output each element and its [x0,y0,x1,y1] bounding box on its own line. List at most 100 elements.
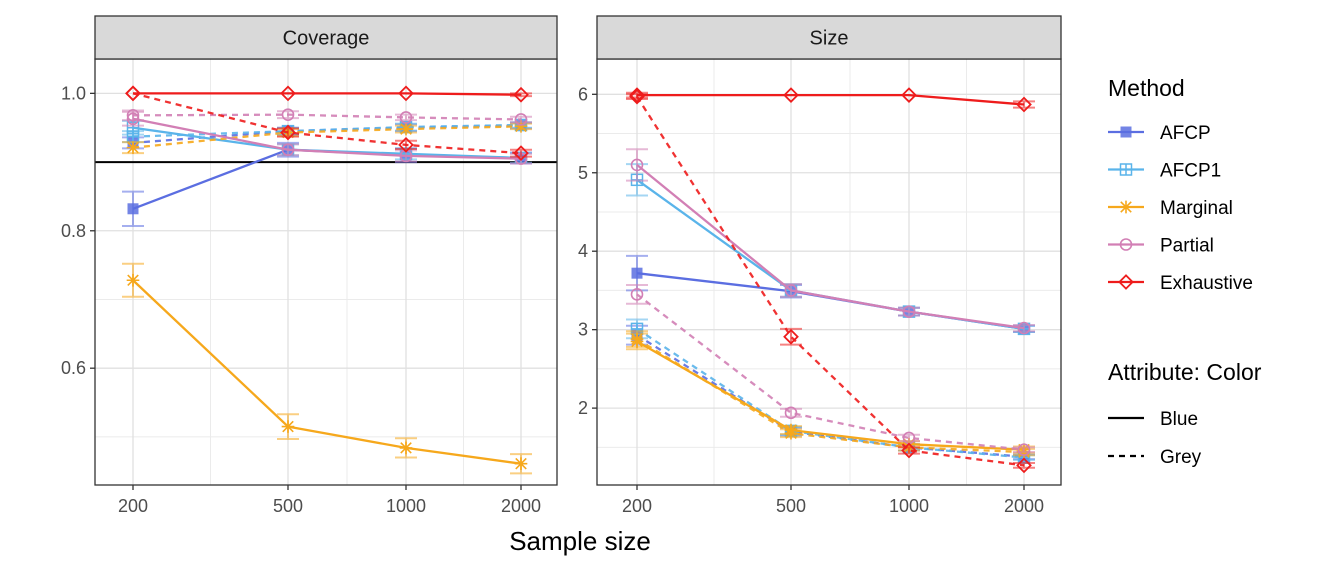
series-partial-blue [626,148,1035,335]
legend-key-marker [1118,274,1134,290]
data-point [126,109,140,122]
y-tick-label: 1.0 [61,83,86,103]
data-point [126,141,140,154]
series-line [636,293,1025,451]
error-bar [1013,446,1035,454]
legend-label: Marginal [1160,198,1233,219]
series-exhaustive-grey [626,88,1035,474]
data-point [630,158,644,172]
series-line [132,117,522,160]
error-bar [780,407,802,418]
data-point [631,267,643,279]
x-tick-label: 1000 [386,496,426,516]
data-point [125,85,141,102]
error-bar [898,446,920,455]
x-tick-label: 200 [622,496,652,516]
data-point [281,420,295,433]
legend-title-method: Method [1108,75,1185,101]
data-point [783,328,799,345]
data-point [399,122,413,136]
y-tick-label: 2 [578,398,588,418]
series-line [636,96,1025,467]
data-point [399,441,413,455]
panels: Coverage 0.6 0.8 1.0 200 500 1000 2000 Size 2 3 4 5 6… [61,15,1062,516]
legend-item-exhaustive: Exhaustive [1108,273,1253,294]
error-bar [898,433,920,443]
series-line [133,92,522,96]
error-bar [510,148,532,158]
data-point [514,120,528,133]
x-tick-label: 2000 [1004,496,1044,516]
legend-label: Grey [1160,447,1202,468]
x-tick-label: 200 [118,496,148,516]
data-point [399,111,413,124]
series-line [132,279,522,465]
legend: Method AFCP AFCP1 Marginal Partial Exhaustive… [1108,75,1262,468]
legend-label: Partial [1160,236,1214,257]
x-tick-label: 2000 [501,496,541,516]
legend-item-blue: Blue [1108,409,1198,430]
data-point [901,87,917,103]
data-point [1017,321,1031,335]
data-point [629,87,645,103]
panel-coverage: Coverage 0.6 0.8 1.0 200 500 1000 2000 [61,15,558,516]
data-point [281,143,295,156]
series-line [132,113,522,121]
legend-item-afcp1: AFCP1 [1108,161,1221,182]
data-point [280,85,296,102]
panel-title: Coverage [283,28,370,50]
data-point [630,288,644,301]
legend-item-partial: Partial [1108,236,1214,257]
data-point [513,145,529,162]
series-line [636,334,1025,458]
y-tick-label: 6 [578,84,588,104]
data-point [783,87,799,103]
data-point [630,332,644,346]
legend-item-afcp: AFCP [1108,123,1211,144]
data-point [1016,457,1032,474]
error-bar [395,113,417,122]
panel-background [597,59,1061,485]
x-tick-label: 1000 [889,496,929,516]
panel-size: Size 2 3 4 5 6 200 500 1000 2000 [578,15,1062,516]
y-tick-label: 4 [578,241,588,261]
series-partial-grey [122,108,532,126]
series-line [132,125,522,149]
data-point [398,85,414,102]
x-tick-label: 500 [273,496,303,516]
series-exhaustive-grey [125,85,532,162]
data-point [901,442,917,459]
legend-label: AFCP [1160,123,1211,144]
data-point [513,86,529,103]
series-line [637,93,1025,106]
error-bar [1013,323,1035,333]
x-axis-label: Sample size [509,526,651,556]
data-point [1017,443,1031,456]
legend-key-marker [1120,126,1132,138]
series-marginal-blue [122,262,532,475]
data-point [127,203,139,215]
panel-strip [596,15,1062,60]
panel-strip [94,15,558,60]
legend-label: Exhaustive [1160,273,1253,294]
x-tick-label: 500 [776,496,806,516]
series-exhaustive-blue [626,87,1035,113]
y-tick-label: 3 [578,320,588,340]
legend-item-grey: Grey [1108,447,1202,468]
legend-key-marker [1119,238,1133,251]
data-point [514,457,528,471]
legend-key-marker [1119,200,1133,214]
data-point [629,88,645,105]
panel-title: Size [810,28,849,50]
panel-background [95,59,557,485]
legend-label: Blue [1160,409,1198,430]
data-point [902,305,916,318]
data-point [398,137,414,153]
error-bar [626,148,648,182]
data-point [281,108,295,121]
y-tick-label: 0.6 [61,358,86,378]
data-point [784,426,798,440]
series-line [132,92,522,155]
data-point [784,406,798,420]
